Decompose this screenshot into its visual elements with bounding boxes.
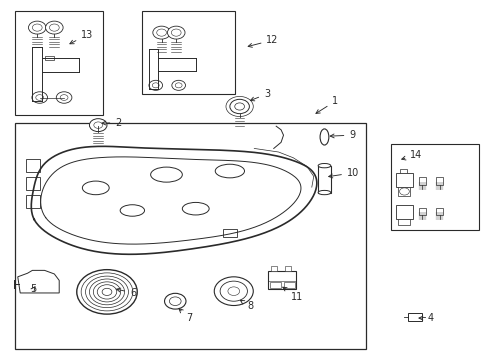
Circle shape — [49, 24, 59, 31]
Circle shape — [229, 99, 249, 114]
Ellipse shape — [318, 190, 330, 195]
Bar — [435, 177, 443, 185]
Bar — [142, 12, 234, 94]
Circle shape — [175, 83, 182, 88]
Circle shape — [60, 95, 68, 100]
Bar — [397, 187, 409, 196]
Circle shape — [32, 92, 47, 103]
Circle shape — [36, 95, 43, 100]
Circle shape — [89, 119, 107, 132]
Circle shape — [28, 21, 46, 34]
Bar — [395, 205, 412, 220]
Ellipse shape — [320, 129, 328, 145]
Ellipse shape — [318, 163, 330, 168]
Bar — [269, 282, 281, 288]
Circle shape — [94, 122, 102, 129]
Text: 1: 1 — [315, 96, 338, 113]
Bar — [435, 208, 443, 215]
Text: 12: 12 — [248, 35, 278, 47]
Circle shape — [32, 24, 42, 31]
Text: 5: 5 — [30, 284, 36, 294]
Circle shape — [171, 29, 181, 36]
Bar — [26, 177, 40, 190]
Circle shape — [56, 92, 72, 103]
Circle shape — [171, 80, 185, 90]
Bar — [407, 313, 421, 321]
Bar — [418, 177, 426, 185]
Circle shape — [234, 103, 244, 110]
Bar — [271, 266, 277, 271]
Circle shape — [157, 29, 166, 36]
Bar — [395, 173, 412, 187]
Circle shape — [167, 26, 184, 39]
Bar — [41, 283, 53, 291]
Bar — [26, 195, 40, 208]
Bar — [15, 12, 103, 116]
Bar — [390, 144, 478, 230]
Text: 3: 3 — [250, 89, 269, 101]
Circle shape — [45, 21, 63, 34]
Text: 9: 9 — [329, 130, 355, 140]
Ellipse shape — [215, 164, 244, 178]
Bar — [397, 220, 409, 225]
Bar — [44, 55, 54, 60]
Text: 13: 13 — [70, 30, 93, 44]
Bar — [25, 283, 37, 291]
Bar — [318, 166, 330, 193]
Text: 4: 4 — [418, 313, 432, 323]
Circle shape — [214, 277, 253, 306]
Circle shape — [220, 281, 247, 301]
Text: 11: 11 — [282, 287, 303, 302]
Ellipse shape — [150, 167, 182, 182]
Circle shape — [149, 80, 162, 90]
Text: 10: 10 — [328, 168, 358, 178]
Text: 6: 6 — [116, 288, 136, 298]
Ellipse shape — [82, 181, 109, 195]
Text: 14: 14 — [401, 150, 422, 160]
Bar — [26, 159, 40, 172]
Circle shape — [102, 288, 112, 296]
Bar — [15, 123, 366, 348]
Bar — [283, 282, 294, 288]
Ellipse shape — [120, 205, 144, 216]
Ellipse shape — [182, 202, 209, 215]
Text: 2: 2 — [102, 118, 122, 128]
Polygon shape — [18, 270, 59, 293]
Text: 7: 7 — [179, 309, 192, 323]
Bar — [285, 266, 290, 271]
Circle shape — [164, 293, 185, 309]
Circle shape — [152, 83, 159, 88]
Bar — [222, 229, 237, 237]
Bar — [399, 168, 406, 173]
Bar — [418, 208, 426, 215]
Bar — [267, 271, 296, 289]
Circle shape — [227, 287, 239, 296]
Circle shape — [169, 297, 181, 306]
Text: 8: 8 — [240, 300, 253, 311]
Circle shape — [153, 26, 170, 39]
Circle shape — [399, 188, 408, 195]
